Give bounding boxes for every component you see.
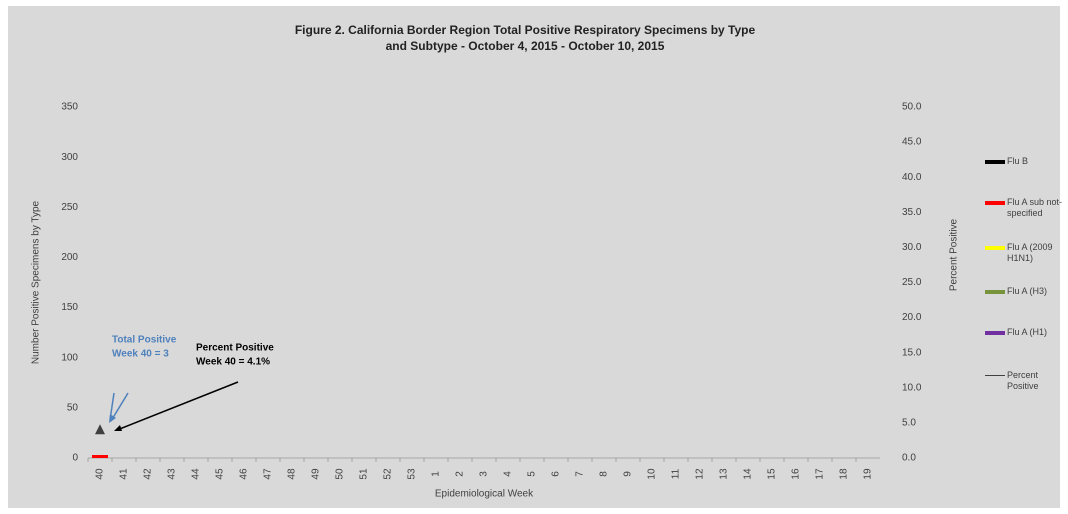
x-tick-label: 43 — [167, 468, 178, 480]
line-marker — [95, 424, 105, 435]
y-tick-label: 250 — [61, 202, 78, 213]
legend-label: Flu A sub not-specified — [1007, 197, 1063, 218]
legend-item: Flu A sub not-specified — [985, 197, 1065, 219]
y-tick-label: 350 — [61, 102, 78, 113]
x-tick-label: 42 — [143, 468, 154, 480]
y2-tick-label: 15.0 — [902, 347, 922, 358]
x-axis-title: Epidemiological Week — [435, 489, 534, 500]
chart-title: Figure 2. California Border Region Total… — [294, 23, 756, 53]
x-tick-label: 49 — [311, 468, 322, 480]
x-tick-label: 41 — [119, 468, 130, 480]
y2-tick-label: 45.0 — [902, 137, 922, 148]
y2-tick-label: 30.0 — [902, 242, 922, 253]
x-tick-label: 18 — [839, 468, 850, 480]
x-tick-label: 8 — [599, 471, 610, 477]
x-tick-label: 17 — [815, 468, 826, 480]
x-tick-label: 40 — [95, 468, 106, 480]
x-tick-label: 44 — [191, 468, 202, 480]
legend-label: Percent Positive — [1007, 370, 1039, 391]
y-tick-label: 100 — [61, 352, 78, 363]
x-tick-label: 10 — [647, 468, 658, 480]
legend-swatch — [985, 160, 1005, 164]
x-tick-label: 53 — [407, 468, 418, 480]
x-tick-label: 9 — [623, 471, 634, 477]
y-tick-label: 0 — [72, 453, 78, 464]
y-axis-title: Number Positive Specimens by Type — [31, 200, 42, 364]
legend-item: Percent Positive — [985, 370, 1065, 392]
x-tick-label: 2 — [455, 471, 466, 477]
annotation: Week 40 = 3 — [112, 349, 169, 360]
x-tick-label: 11 — [671, 468, 682, 479]
annotation-arrow — [116, 381, 239, 431]
y2-tick-label: 10.0 — [902, 382, 922, 393]
x-tick-label: 15 — [767, 468, 778, 480]
y2-tick-label: 20.0 — [902, 312, 922, 323]
legend-label: Flu A (H3) — [1007, 286, 1048, 296]
legend-item: Flu A (H3) — [985, 286, 1065, 297]
x-tick-label: 3 — [479, 471, 490, 477]
x-tick-label: 12 — [695, 468, 706, 480]
legend-swatch — [985, 331, 1005, 335]
annotation: Percent Positive — [196, 343, 274, 354]
y-tick-label: 300 — [61, 152, 78, 163]
bar — [92, 454, 108, 458]
x-tick-label: 52 — [383, 468, 394, 480]
x-tick-label: 1 — [431, 471, 442, 477]
x-tick-label: 46 — [239, 468, 250, 480]
y-tick-label: 150 — [61, 302, 78, 313]
y2-tick-label: 5.0 — [902, 418, 916, 429]
x-tick-label: 51 — [359, 468, 370, 480]
legend-label: Flu B — [1007, 156, 1029, 166]
y2-tick-label: 25.0 — [902, 277, 922, 288]
annotation: Total Positive — [112, 335, 177, 346]
x-tick-label: 5 — [527, 471, 538, 477]
annotation: Week 40 = 4.1% — [196, 357, 270, 368]
legend-swatch — [985, 201, 1005, 205]
x-tick-label: 47 — [263, 468, 274, 480]
legend-item: Flu A (2009 H1N1) — [985, 242, 1065, 264]
x-tick-label: 50 — [335, 468, 346, 480]
y2-axis-title: Percent Positive — [949, 218, 960, 291]
legend-swatch — [985, 290, 1005, 294]
x-tick-label: 4 — [503, 471, 514, 477]
y-tick-label: 200 — [61, 252, 78, 263]
legend-item: Flu B — [985, 156, 1065, 167]
x-tick-label: 19 — [863, 468, 874, 480]
arrow-head — [114, 425, 122, 431]
y2-tick-label: 0.0 — [902, 453, 916, 464]
x-tick-label: 16 — [791, 468, 802, 480]
y2-tick-label: 35.0 — [902, 207, 922, 218]
x-tick-label: 45 — [215, 468, 226, 480]
x-tick-label: 13 — [719, 468, 730, 480]
x-tick-label: 14 — [743, 468, 754, 480]
legend-label: Flu A (2009 H1N1) — [1007, 242, 1053, 263]
y-tick-label: 50 — [67, 402, 79, 413]
legend-label: Flu A (H1) — [1007, 327, 1048, 337]
y2-tick-label: 40.0 — [902, 172, 922, 183]
x-tick-label: 48 — [287, 468, 298, 480]
arrow-head — [109, 414, 116, 423]
annotation-arrow — [110, 392, 129, 422]
x-tick-label: 6 — [551, 471, 562, 477]
y2-tick-label: 50.0 — [902, 102, 922, 113]
legend-swatch — [985, 246, 1005, 250]
chart-area — [8, 6, 1060, 508]
legend-swatch — [985, 375, 1005, 376]
x-tick-label: 7 — [575, 471, 586, 477]
legend-item: Flu A (H1) — [985, 327, 1065, 338]
